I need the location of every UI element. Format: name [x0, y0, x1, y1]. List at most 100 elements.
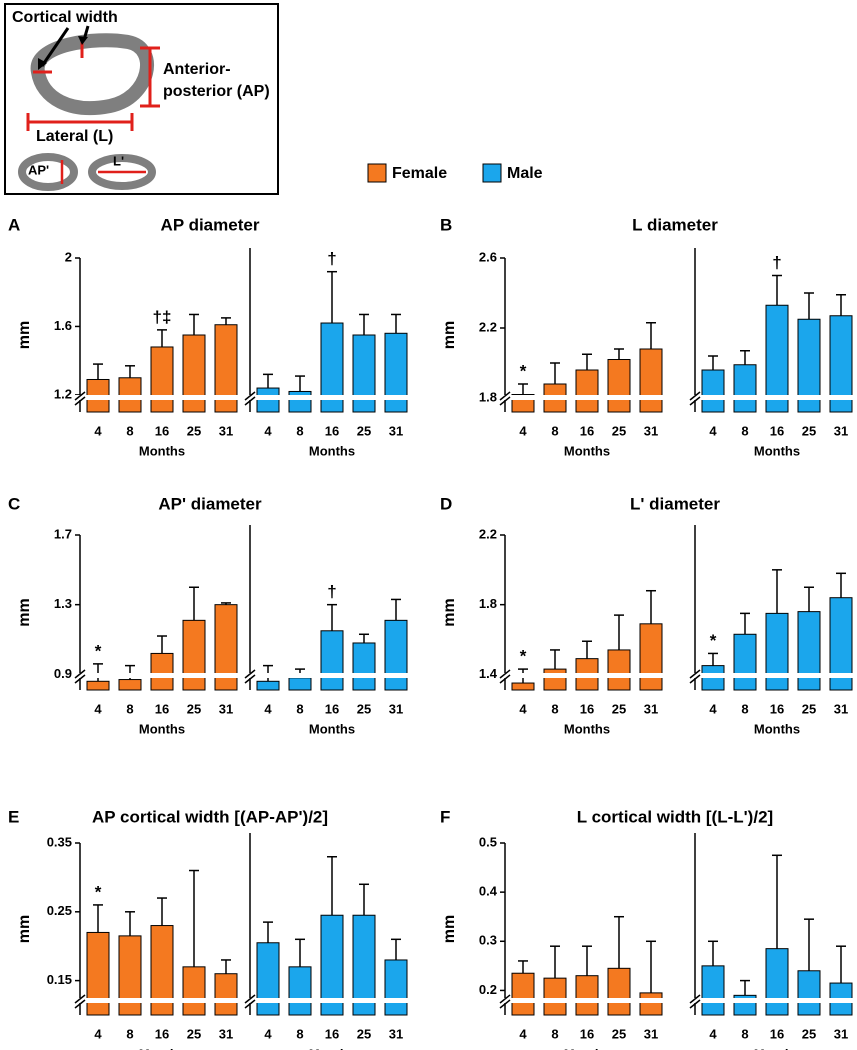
x-tick-label: 31: [834, 423, 848, 438]
y-tick-label: 1.8: [479, 389, 497, 404]
x-tick-label: 31: [834, 701, 848, 716]
ap-bracket: [140, 46, 160, 108]
bar: [765, 948, 789, 1016]
y-axis-label: mm: [16, 915, 33, 943]
significance-mark: *: [95, 882, 102, 901]
y-tick-label: 1.8: [479, 596, 497, 611]
x-axis-label: Months: [754, 443, 800, 458]
bar: [575, 369, 599, 413]
significance-mark: *: [710, 631, 717, 650]
x-tick-label: 16: [325, 701, 339, 716]
x-axis-label: Months: [139, 1046, 185, 1050]
x-tick-label: 4: [264, 1026, 272, 1041]
x-tick-label: 25: [187, 423, 201, 438]
bar: [829, 597, 853, 691]
x-tick-label: 25: [802, 423, 816, 438]
bar: [352, 914, 376, 1016]
x-tick-label: 16: [770, 701, 784, 716]
bar: [765, 612, 789, 691]
x-tick-label: 31: [834, 1026, 848, 1041]
significance-mark: †‡: [153, 307, 172, 326]
bar: [86, 931, 110, 1016]
x-tick-label: 8: [296, 701, 303, 716]
x-tick-label: 4: [94, 1026, 102, 1041]
bar: [150, 346, 174, 413]
significance-mark: †: [327, 582, 336, 601]
x-tick-label: 4: [709, 423, 717, 438]
x-tick-label: 8: [741, 701, 748, 716]
x-axis-label: Months: [309, 721, 355, 736]
significance-mark: †: [327, 249, 336, 268]
bar: [733, 633, 757, 691]
inset-label: Anterior-: [163, 61, 231, 78]
break-slash: [499, 391, 511, 401]
bar: [320, 322, 344, 413]
break-slash: [244, 994, 256, 1004]
bar: [797, 318, 821, 413]
y-tick-label: 2.6: [479, 249, 497, 264]
panel-letter: C: [8, 494, 20, 513]
significance-mark: *: [520, 647, 527, 666]
x-tick-label: 25: [187, 701, 201, 716]
bar: [288, 966, 312, 1016]
inset-label: posterior (AP): [163, 83, 270, 100]
x-tick-label: 25: [802, 1026, 816, 1041]
legend: Female Male: [367, 163, 543, 183]
x-tick-label: 4: [264, 423, 272, 438]
y-tick-label: 0.3: [479, 933, 497, 948]
axis-break: [499, 395, 669, 400]
bar: [182, 619, 206, 691]
panel-letter: F: [440, 807, 450, 826]
break-slash: [244, 669, 256, 679]
break-slash: [74, 674, 86, 684]
bar: [256, 387, 280, 413]
inset-label: Lateral (L): [36, 128, 113, 145]
y-tick-label: 0.5: [479, 834, 497, 849]
significance-mark: *: [95, 641, 102, 660]
break-slash: [499, 994, 511, 1004]
x-tick-label: 31: [389, 1026, 403, 1041]
bar: [701, 369, 725, 413]
bar: [384, 619, 408, 691]
bar: [256, 942, 280, 1016]
x-tick-label: 8: [126, 1026, 133, 1041]
break-slash: [689, 674, 701, 684]
bar: [733, 364, 757, 413]
y-tick-label: 1.3: [54, 596, 72, 611]
bar: [829, 315, 853, 413]
y-tick-label: 2.2: [479, 319, 497, 334]
y-axis-label: mm: [16, 321, 33, 349]
x-tick-label: 4: [519, 701, 527, 716]
bone-section: [30, 33, 154, 116]
bar: [701, 965, 725, 1016]
x-tick-label: 4: [264, 701, 272, 716]
axis-break: [499, 673, 669, 678]
break-slash: [499, 674, 511, 684]
y-tick-label: 1.7: [54, 526, 72, 541]
panel-letter: E: [8, 807, 19, 826]
bar: [543, 977, 567, 1016]
x-tick-label: 8: [126, 423, 133, 438]
y-tick-label: 1.2: [54, 386, 72, 401]
x-tick-label: 25: [802, 701, 816, 716]
x-axis-label: Months: [564, 721, 610, 736]
significance-mark: *: [520, 361, 527, 380]
l-bracket: [26, 113, 134, 131]
x-tick-label: 25: [357, 701, 371, 716]
x-tick-label: 4: [94, 701, 102, 716]
x-tick-label: 25: [357, 1026, 371, 1041]
legend-swatch: [367, 163, 387, 183]
y-axis-label: mm: [441, 598, 458, 626]
panel-letter: B: [440, 215, 452, 234]
x-tick-label: 4: [519, 423, 527, 438]
bar: [214, 604, 238, 691]
arrow-head: [38, 58, 47, 70]
inset-label: Cortical width: [12, 9, 118, 26]
x-tick-label: 16: [580, 423, 594, 438]
y-tick-label: 0.2: [479, 982, 497, 997]
y-axis-label: mm: [441, 321, 458, 349]
axis-break: [244, 673, 414, 678]
bar: [150, 925, 174, 1016]
y-tick-label: 2: [65, 249, 72, 264]
bar: [214, 973, 238, 1016]
